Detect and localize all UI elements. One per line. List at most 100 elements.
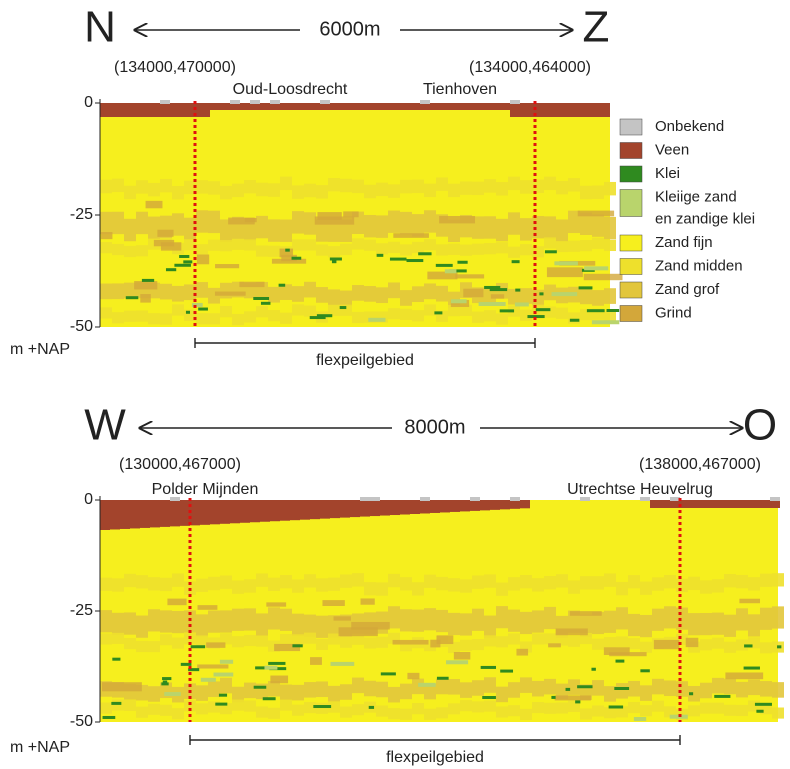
sand-layer (544, 216, 556, 239)
peat-layer (220, 500, 230, 524)
sand-layer (568, 700, 580, 712)
sand-layer (640, 581, 652, 595)
clay-patch (291, 256, 302, 260)
sand-layer (316, 702, 328, 714)
sand-layer (436, 244, 448, 256)
sand-layer (268, 640, 280, 652)
peat-layer (480, 500, 490, 511)
sand-layer (292, 684, 304, 701)
legend-label: en zandige klei (655, 210, 755, 227)
sand-layer (412, 241, 424, 254)
sand-layer (508, 246, 520, 258)
peat-layer (150, 103, 160, 117)
sand-layer (304, 632, 316, 644)
sand-layer (412, 286, 424, 303)
peat-layer (460, 103, 470, 110)
clay-patch (253, 296, 270, 300)
gravel-patch (577, 210, 615, 217)
sand-layer (364, 311, 376, 323)
sand-layer (484, 677, 496, 693)
sand-layer (352, 179, 364, 194)
y-unit: m +NAP (10, 341, 70, 358)
unknown-patch (770, 497, 780, 501)
peat-layer (180, 500, 190, 526)
sand-layer (292, 185, 304, 199)
gravel-patch (317, 212, 342, 220)
sand-layer (172, 186, 184, 200)
direction-left: N (84, 3, 116, 52)
sand-layer (592, 308, 604, 320)
sand-layer (196, 313, 208, 325)
sand-layer (364, 286, 376, 302)
sand-layer (460, 682, 472, 698)
sand-layer (184, 700, 196, 712)
clay-patch (551, 695, 556, 699)
place-label: Tienhoven (423, 81, 497, 98)
legend-label: Veen (655, 141, 689, 158)
sand-layer (604, 216, 616, 240)
clay-patch (640, 669, 650, 673)
legend-label: Zand grof (655, 281, 720, 298)
zone-bracket (189, 735, 681, 745)
gravel-patch (160, 242, 182, 251)
sand-layer (460, 613, 472, 636)
place-label: Oud-Loosdrecht (233, 81, 348, 98)
sand-layer (568, 312, 580, 324)
peat-layer (300, 500, 310, 520)
sand-layer (292, 613, 304, 636)
sand-layer (544, 702, 556, 714)
peat-layer (280, 500, 290, 521)
sand-layer (148, 703, 160, 715)
clay-patch (614, 686, 630, 690)
sand-layer (592, 185, 604, 199)
peat-layer (350, 500, 360, 518)
sand-layer (472, 575, 484, 589)
sand-layer (724, 704, 736, 716)
peat-layer (460, 500, 470, 512)
clayey-sand-patch (330, 661, 355, 666)
unknown-patch (420, 100, 430, 104)
sand-layer (316, 244, 328, 256)
sand-layer (328, 304, 340, 316)
sand-layer (172, 213, 184, 236)
sand-layer (688, 613, 700, 636)
clay-patch (179, 254, 190, 258)
sand-layer (232, 686, 244, 703)
sand-layer (220, 610, 232, 633)
sand-layer (424, 574, 436, 588)
gravel-patch (653, 639, 680, 650)
sand-layer (280, 608, 292, 631)
sand-layer (484, 287, 496, 304)
sand-layer (292, 286, 304, 302)
peat-layer (330, 500, 340, 519)
sand-layer (244, 180, 256, 194)
sand-layer (688, 705, 700, 717)
unknown-patch (510, 100, 520, 104)
sand-layer (496, 606, 508, 629)
peat-layer (160, 103, 170, 117)
sand-layer (688, 685, 700, 702)
peat-layer (210, 500, 220, 525)
sand-layer (532, 246, 544, 258)
place-label: Polder Mijnden (152, 481, 259, 498)
sand-layer (544, 678, 556, 695)
sand-layer (640, 641, 652, 653)
sand-layer (496, 582, 508, 596)
sand-layer (712, 677, 724, 694)
clay-patch (535, 308, 551, 312)
sand-layer (220, 703, 232, 715)
clay-patch (615, 659, 625, 663)
sand-layer (256, 245, 268, 257)
gravel-patch (215, 264, 240, 269)
sand-layer (760, 607, 772, 630)
clayey-sand-patch (264, 665, 278, 670)
sand-layer (700, 639, 712, 651)
sand-layer (292, 704, 304, 716)
clay-patch (368, 705, 375, 709)
sand-layer (280, 699, 292, 711)
peat-layer (130, 103, 140, 117)
sand-layer (400, 708, 412, 720)
sand-layer (412, 582, 424, 596)
sand-layer (556, 574, 568, 588)
sand-layer (604, 181, 616, 196)
